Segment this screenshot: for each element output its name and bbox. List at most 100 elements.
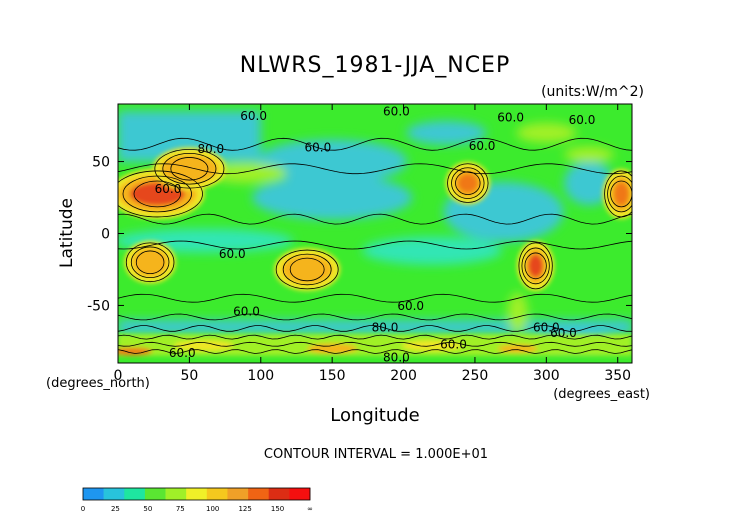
colorbar-swatch — [227, 488, 249, 500]
colorbar-label: 75 — [176, 505, 185, 513]
colorbar-label: 25 — [111, 505, 120, 513]
contour-line — [118, 313, 632, 321]
field-patch — [507, 292, 528, 333]
field-patch — [252, 175, 413, 220]
x-tick-label: 250 — [462, 368, 489, 384]
contour-line — [170, 157, 209, 181]
colorbar-label: 125 — [238, 505, 251, 513]
y-unit-label: (degrees_north) — [46, 376, 150, 391]
contour-line — [275, 249, 339, 290]
y-axis: 50 0 -50 — [87, 155, 632, 314]
field-patch — [406, 120, 487, 145]
contour-value-label: 80.0 — [197, 142, 224, 156]
y-tick-label: 0 — [101, 227, 110, 243]
high-region-peak — [457, 173, 478, 193]
contour-value-label: 60.0 — [233, 305, 260, 319]
y-tick-label: -50 — [87, 298, 110, 314]
colorbar-label: 0 — [81, 505, 85, 513]
contour-value-label: 60.0 — [569, 113, 596, 127]
high-region-core — [132, 247, 168, 277]
x-unit-label: (degrees_east) — [553, 387, 650, 402]
x-tick-label: 300 — [533, 368, 560, 384]
contour-value-label: 60.0 — [497, 110, 524, 124]
colorbar-swatch — [83, 488, 104, 500]
contour-layer — [118, 137, 632, 354]
contour-value-label: 60.0 — [533, 320, 560, 334]
x-tick-label: 0 — [114, 368, 123, 384]
y-tick-label: 50 — [92, 155, 110, 171]
contour-line — [524, 252, 547, 280]
field-soft — [118, 111, 632, 350]
colorbar-swatch — [206, 488, 228, 500]
colorbar-label: 100 — [206, 505, 219, 513]
x-tick-label: 150 — [319, 368, 346, 384]
colorbar-frame — [82, 487, 311, 501]
colorbar-swatch — [144, 488, 166, 500]
x-tick-label: 200 — [390, 368, 417, 384]
contour-line — [518, 242, 553, 290]
high-region-peak — [613, 182, 629, 206]
contour-value-label: 60.0 — [219, 247, 246, 261]
high-region-peak — [129, 182, 185, 206]
colorbar-swatch — [289, 488, 311, 500]
contour-line — [282, 253, 332, 286]
x-axis: 0 50 100 150 200 250 300 350 — [114, 104, 631, 384]
contour-line — [118, 293, 632, 303]
colorbar-swatch — [186, 488, 208, 500]
field-patch — [206, 163, 287, 184]
contour-value-label: 80.0 — [383, 351, 410, 365]
y-axis-label: Latitude — [57, 198, 77, 268]
contour-line — [118, 349, 632, 354]
contour-value-label: 60.0 — [397, 299, 424, 313]
contour-line — [130, 246, 170, 279]
contour-line — [118, 163, 632, 175]
contour-value-label: 60.0 — [305, 140, 332, 154]
contour-value-label: 60.0 — [550, 326, 577, 340]
contour-label-layer: 60.080.060.060.060.0 60.060.060.060.060.0… — [155, 105, 596, 365]
contour-line — [447, 163, 489, 203]
colorbar-label: ∞ — [307, 505, 313, 513]
contour-line — [162, 152, 217, 185]
contour-value-label: 60.0 — [383, 105, 410, 119]
x-axis-label: Longitude — [330, 405, 420, 426]
contour-line — [289, 257, 325, 282]
contour-value-label: 60.0 — [440, 338, 467, 352]
x-tick-label: 50 — [180, 368, 198, 384]
x-tick-label: 100 — [247, 368, 274, 384]
field-patch — [118, 347, 153, 356]
contour-value-label: 60.0 — [155, 182, 182, 196]
colorbar-label: 150 — [271, 505, 284, 513]
contour-line — [135, 250, 165, 275]
contour-interval-label: CONTOUR INTERVAL = 1.000E+01 — [264, 447, 488, 462]
units-label: (units:W/m^2) — [541, 84, 644, 100]
contour-line — [118, 341, 632, 347]
chart-title: NLWRS_1981-JJA_NCEP — [240, 53, 510, 78]
contour-value-label: 60.0 — [169, 346, 196, 360]
x-tick-label: 350 — [604, 368, 631, 384]
contour-value-label: 80.0 — [372, 320, 399, 334]
field-patch — [173, 340, 234, 351]
contour-line — [118, 240, 632, 250]
contour-line — [118, 213, 632, 225]
contour-line — [455, 171, 481, 195]
contour-line — [118, 334, 632, 340]
colorbar-swatch — [248, 488, 270, 500]
contour-line — [118, 137, 632, 151]
colorbar-swatch — [268, 488, 290, 500]
contour-line — [125, 242, 175, 283]
contour-value-label: 60.0 — [469, 139, 496, 153]
field-patch — [516, 122, 577, 143]
contour-line — [118, 170, 203, 218]
contour-line — [133, 180, 181, 208]
field-patch — [362, 236, 503, 265]
colorbar-swatch — [103, 488, 125, 500]
contour-line — [607, 175, 632, 213]
field-patch — [118, 319, 632, 335]
colorbar-swatch — [124, 488, 146, 500]
field-patch — [564, 161, 615, 206]
contour-line — [451, 167, 485, 199]
contour-line — [118, 325, 632, 332]
contour-line — [610, 180, 632, 208]
colorbar: 0 25 50 75 100 125 150 ∞ — [81, 487, 313, 513]
